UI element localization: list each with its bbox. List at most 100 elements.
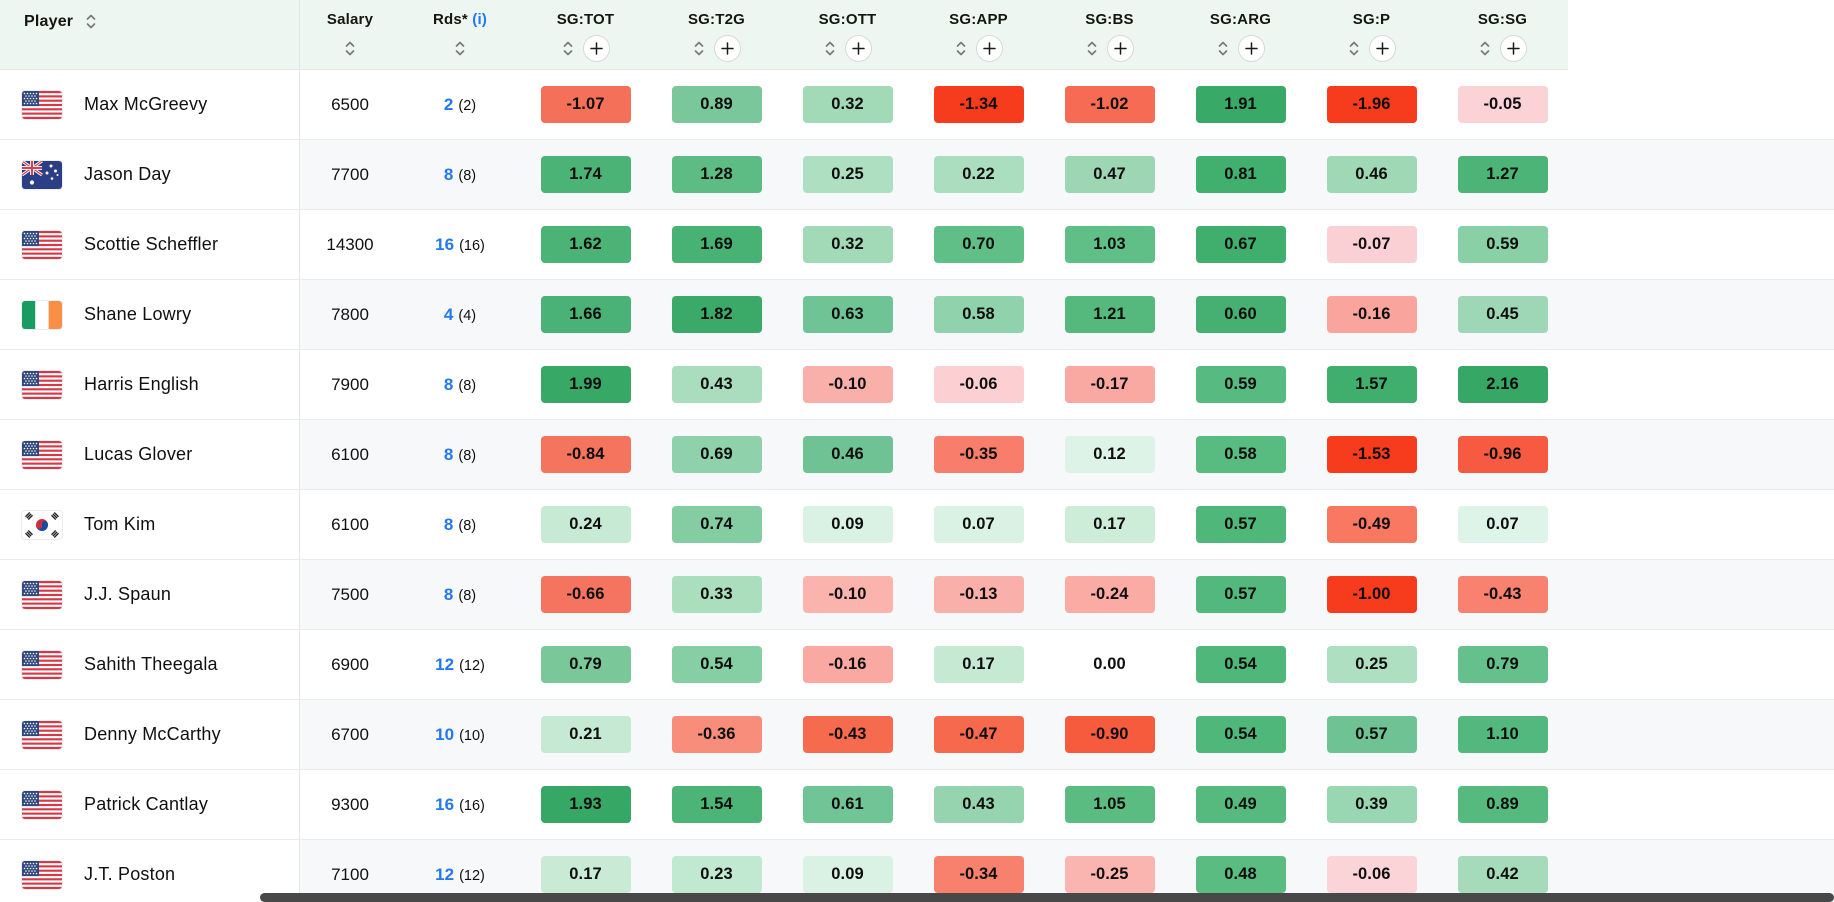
- column-header-sg_t2g[interactable]: SG:T2G: [651, 0, 782, 69]
- column-header-rds[interactable]: Rds* (i): [400, 0, 520, 69]
- rounds-cell: 2 (2): [400, 70, 520, 139]
- player-cell[interactable]: Tom Kim: [0, 490, 300, 559]
- stat-chip: 0.43: [933, 786, 1024, 823]
- sort-icon[interactable]: [693, 40, 705, 57]
- player-cell[interactable]: Patrick Cantlay: [0, 770, 300, 839]
- column-header-sg_ott[interactable]: SG:OTT: [782, 0, 913, 69]
- sg-cell: 0.74: [651, 490, 782, 559]
- rounds-link[interactable]: 16: [435, 234, 455, 254]
- sg-cell: 0.17: [1044, 490, 1175, 559]
- stat-chip: 0.60: [1195, 296, 1286, 333]
- player-row: Lucas Glover 6100 8 (8) -0.84 0.69 0.46 -0.35 0.…: [0, 420, 1834, 490]
- info-link[interactable]: (i): [472, 11, 488, 28]
- rounds-link[interactable]: 2: [443, 94, 454, 114]
- flag-icon-ie: [22, 300, 62, 329]
- rounds-link[interactable]: 4: [443, 304, 454, 324]
- rounds-link[interactable]: 8: [443, 374, 454, 394]
- sort-icon[interactable]: [344, 40, 356, 57]
- stat-chip: 0.45: [1457, 296, 1548, 333]
- stat-chip: 1.03: [1064, 226, 1155, 263]
- rounds-link[interactable]: 8: [443, 444, 454, 464]
- sort-icon[interactable]: [1479, 40, 1491, 57]
- sg-cell: 0.22: [913, 140, 1044, 209]
- player-cell[interactable]: Lucas Glover: [0, 420, 300, 489]
- player-cell[interactable]: Jason Day: [0, 140, 300, 209]
- stat-chip: 0.32: [802, 86, 893, 123]
- column-header-sg_bs[interactable]: SG:BS: [1044, 0, 1175, 69]
- horizontal-scrollbar-thumb[interactable]: [260, 893, 1834, 902]
- player-row: Shane Lowry 7800 4 (4) 1.66 1.82 0.63 0.58 1.21 0…: [0, 280, 1834, 350]
- column-header-sg_p[interactable]: SG:P: [1306, 0, 1437, 69]
- stat-chip: 0.47: [1064, 156, 1155, 193]
- sg-cell: -1.07: [520, 70, 651, 139]
- player-cell[interactable]: Max McGreevy: [0, 70, 300, 139]
- row-filler: [1568, 490, 1834, 559]
- column-header-player[interactable]: Player: [0, 0, 300, 69]
- sort-icon[interactable]: [824, 40, 836, 57]
- sort-icon[interactable]: [1217, 40, 1229, 57]
- add-column-button[interactable]: [1237, 34, 1265, 62]
- add-column-button[interactable]: [975, 34, 1003, 62]
- sort-icon[interactable]: [955, 40, 967, 57]
- sg-cell: 0.09: [782, 840, 913, 902]
- add-column-button[interactable]: [1499, 34, 1527, 62]
- stat-chip: 0.70: [933, 226, 1024, 263]
- sg-cell: 0.59: [1437, 210, 1568, 279]
- sg-cell: 0.61: [782, 770, 913, 839]
- sg-cell: 1.69: [651, 210, 782, 279]
- rounds-link[interactable]: 8: [443, 514, 454, 534]
- sg-cell: -1.53: [1306, 420, 1437, 489]
- player-name: Jason Day: [84, 164, 171, 184]
- stat-chip: -1.53: [1326, 436, 1417, 473]
- rounds-total: (8): [458, 587, 477, 604]
- sort-icon[interactable]: [454, 40, 466, 57]
- rounds-link[interactable]: 10: [435, 724, 455, 744]
- sg-cell: -0.34: [913, 840, 1044, 902]
- stat-chip: 0.46: [802, 436, 893, 473]
- sg-cell: 0.70: [913, 210, 1044, 279]
- player-cell[interactable]: Harris English: [0, 350, 300, 419]
- stat-chip: 0.17: [540, 856, 631, 893]
- rounds-link[interactable]: 12: [435, 864, 455, 884]
- add-column-button[interactable]: [713, 34, 741, 62]
- add-column-button[interactable]: [582, 34, 610, 62]
- salary-value: 14300: [326, 234, 374, 254]
- player-cell[interactable]: J.J. Spaun: [0, 560, 300, 629]
- salary-value: 7900: [331, 374, 369, 394]
- rounds-cell: 8 (8): [400, 350, 520, 419]
- sg-cell: -0.49: [1306, 490, 1437, 559]
- sort-icon[interactable]: [562, 40, 574, 57]
- add-column-button[interactable]: [1368, 34, 1396, 62]
- sg-cell: 1.27: [1437, 140, 1568, 209]
- player-cell[interactable]: Sahith Theegala: [0, 630, 300, 699]
- add-column-button[interactable]: [844, 34, 872, 62]
- rounds-link[interactable]: 12: [435, 654, 455, 674]
- player-cell[interactable]: Denny McCarthy: [0, 700, 300, 769]
- sort-icon[interactable]: [85, 13, 97, 30]
- add-column-button[interactable]: [1106, 34, 1134, 62]
- player-cell[interactable]: J.T. Poston: [0, 840, 300, 902]
- stat-chip: 0.81: [1195, 156, 1286, 193]
- rounds-link[interactable]: 8: [443, 584, 454, 604]
- stat-chip: 0.43: [671, 366, 762, 403]
- flag-icon-us: [22, 230, 62, 259]
- column-header-sg_sg[interactable]: SG:SG: [1437, 0, 1568, 69]
- sort-icon[interactable]: [1348, 40, 1360, 57]
- column-header-sg_app[interactable]: SG:APP: [913, 0, 1044, 69]
- sg-cell: 0.54: [1175, 700, 1306, 769]
- stat-chip: 2.16: [1457, 366, 1548, 403]
- stat-chip: -1.07: [540, 86, 631, 123]
- player-cell[interactable]: Scottie Scheffler: [0, 210, 300, 279]
- stat-chip: -0.35: [933, 436, 1024, 473]
- sort-icon[interactable]: [1086, 40, 1098, 57]
- stat-chip: -0.36: [671, 716, 762, 753]
- rounds-link[interactable]: 16: [435, 794, 455, 814]
- column-header-sg_tot[interactable]: SG:TOT: [520, 0, 651, 69]
- stat-chip: -1.96: [1326, 86, 1417, 123]
- rounds-link[interactable]: 8: [443, 164, 454, 184]
- column-header-salary[interactable]: Salary: [300, 0, 400, 69]
- column-header-sg_arg[interactable]: SG:ARG: [1175, 0, 1306, 69]
- stat-chip: -1.34: [933, 86, 1024, 123]
- stat-chip: 0.89: [1457, 786, 1548, 823]
- player-cell[interactable]: Shane Lowry: [0, 280, 300, 349]
